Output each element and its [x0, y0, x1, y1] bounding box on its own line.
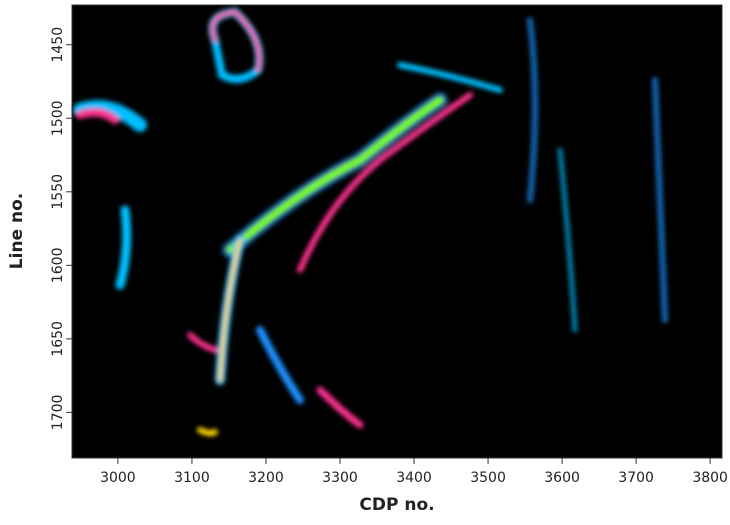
x-tick-label: 3300	[322, 470, 358, 486]
x-tick-label: 3100	[174, 470, 210, 486]
x-tick-label: 3400	[396, 470, 432, 486]
x-tick-label: 3800	[692, 470, 728, 486]
amplitude-image	[73, 7, 668, 437]
y-axis-label: Line no.	[7, 193, 27, 269]
x-tick-label: 3500	[470, 470, 506, 486]
x-tick-label: 3700	[618, 470, 654, 486]
plot-frame	[71, 4, 723, 459]
y-tick-label: 1500	[50, 100, 66, 136]
x-axis-label: CDP no.	[359, 495, 434, 515]
y-tick-label: 1450	[50, 27, 66, 63]
x-tick-label: 3200	[248, 470, 284, 486]
plot-area	[72, 5, 722, 458]
y-tick-label: 1650	[50, 321, 66, 357]
y-tick-label: 1550	[50, 174, 66, 210]
y-tick-label: 1600	[50, 248, 66, 284]
y-tick-label: 1700	[50, 395, 66, 431]
x-tick-label: 3600	[544, 470, 580, 486]
x-tick-label: 3000	[100, 470, 136, 486]
